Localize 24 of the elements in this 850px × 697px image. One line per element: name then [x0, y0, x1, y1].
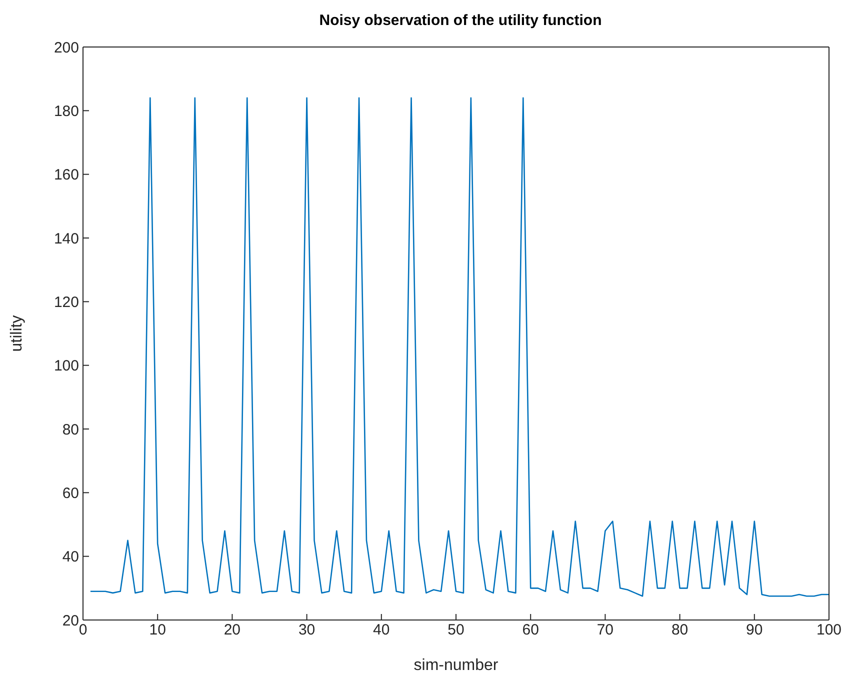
x-tick-label: 20 — [224, 622, 241, 639]
x-tick-label: 70 — [596, 622, 614, 639]
chart-title: Noisy observation of the utility function — [318, 12, 603, 29]
x-tick-label: 10 — [149, 622, 166, 639]
x-tick-label: 50 — [448, 622, 464, 639]
y-tick-label: 120 — [54, 294, 79, 311]
x-tick-label: 100 — [816, 622, 842, 639]
y-tick-label: 200 — [54, 39, 79, 56]
x-tick-label: 0 — [78, 622, 88, 639]
y-tick-label: 140 — [54, 230, 79, 248]
x-tick-label: 60 — [522, 622, 539, 639]
x-tick-label: 90 — [746, 622, 763, 639]
y-tick-label: 100 — [54, 358, 79, 375]
y-axis-title: utility — [8, 315, 26, 352]
y-tick-label: 80 — [62, 421, 79, 438]
y-tick-label: 180 — [54, 102, 79, 120]
line-series — [90, 97, 829, 597]
y-tick-label: 160 — [54, 166, 79, 184]
x-tick-label: 40 — [373, 622, 390, 639]
y-tick-label: 60 — [62, 484, 79, 502]
x-axis-title: sim-number — [414, 657, 499, 674]
x-tick-label: 30 — [298, 622, 316, 639]
x-tick-label: 80 — [671, 622, 688, 639]
y-tick-label: 40 — [62, 548, 79, 566]
